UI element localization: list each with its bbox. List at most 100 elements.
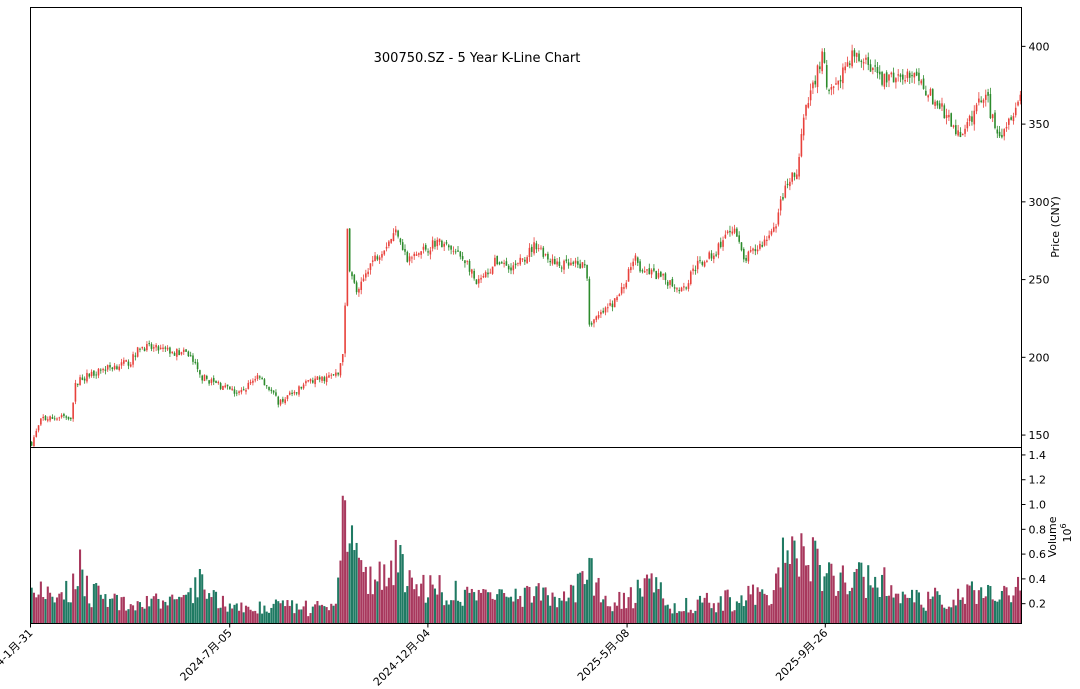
volume-bar (422, 574, 425, 624)
volume-bar (95, 583, 98, 624)
candle (542, 245, 545, 259)
volume-bar (673, 603, 676, 624)
volume-bar (85, 575, 89, 624)
volume-bar (270, 607, 273, 624)
volume-bar (883, 567, 886, 624)
volume-bar (74, 589, 77, 624)
candle (878, 65, 881, 80)
volume-bar (830, 563, 833, 624)
candle (895, 77, 897, 89)
candle (420, 251, 422, 259)
date-tick-label: 2025-5月-08 (575, 626, 632, 683)
volume-tick-label: 0.4 (1029, 573, 1047, 586)
volume-bar (161, 600, 165, 624)
volume-bar (825, 573, 828, 624)
candle (468, 259, 471, 276)
candle (358, 287, 360, 297)
volume-bar (99, 594, 102, 624)
volume-bar (454, 580, 457, 624)
volume-bar (323, 606, 326, 624)
volume-bar (408, 570, 411, 624)
candle (759, 240, 761, 251)
candle (655, 270, 658, 280)
candle (438, 238, 441, 246)
candle (139, 347, 141, 353)
candle (93, 370, 95, 379)
candle (848, 60, 851, 69)
volume-bar (304, 600, 307, 624)
candle (254, 375, 257, 383)
volume-bar (924, 610, 927, 624)
candle (943, 103, 946, 119)
candle (991, 113, 994, 123)
candle (554, 256, 556, 265)
volume-bar (208, 593, 211, 624)
volume-axis-label: Volume (1046, 516, 1059, 557)
volume-bar (332, 605, 335, 624)
volume-bar (51, 596, 54, 624)
candle (595, 315, 598, 323)
volume-bar (390, 560, 393, 624)
candle (40, 418, 42, 427)
volume-bar (572, 585, 575, 624)
volume-bar (890, 585, 893, 624)
candle (779, 196, 782, 216)
volume-bar (749, 594, 752, 624)
candle (171, 351, 174, 355)
candle (79, 374, 81, 386)
candle (88, 373, 91, 379)
volume-bar (466, 586, 469, 624)
candle (155, 343, 157, 352)
volume-bar (781, 537, 785, 624)
volume-bar (180, 597, 183, 624)
price-tick-label: 200 (1029, 351, 1050, 364)
candle (413, 251, 416, 260)
candle (37, 425, 40, 433)
candle (46, 416, 49, 423)
volume-bar (839, 572, 842, 624)
volume-bar (247, 606, 250, 624)
price-tick-label: 300 (1029, 196, 1050, 209)
volume-bar (129, 604, 132, 624)
volume-bar (804, 565, 808, 624)
volume-bar (108, 598, 112, 624)
candle (231, 385, 233, 391)
candle (397, 229, 399, 239)
volume-bar (463, 589, 466, 624)
volume-bar (503, 593, 506, 624)
candle (883, 73, 886, 90)
candle (789, 177, 791, 191)
volume-bar (940, 604, 944, 624)
candle (300, 386, 303, 390)
volume-bar (65, 580, 68, 624)
candle (106, 364, 109, 372)
candle (597, 311, 600, 320)
candle (904, 74, 906, 84)
candle (288, 390, 291, 396)
candle (245, 387, 247, 395)
candle (74, 379, 77, 405)
candle (920, 79, 923, 86)
candle (717, 242, 720, 259)
candle (157, 345, 160, 354)
volume-tick-label: 1.4 (1029, 449, 1047, 462)
volume-bar (811, 537, 814, 624)
candle (252, 378, 254, 386)
volume-bar (537, 583, 540, 624)
candle (205, 374, 208, 381)
candle (634, 253, 637, 266)
candle (120, 358, 123, 369)
volume-bar (118, 610, 121, 624)
volume-bar (429, 575, 432, 624)
volume-bar (917, 592, 920, 624)
volume-bar (627, 597, 630, 624)
volume-tick-label: 1.2 (1029, 474, 1047, 487)
volume-bar (738, 602, 741, 624)
volume-bar (696, 599, 699, 624)
candle (95, 371, 97, 379)
candle (839, 75, 842, 89)
candle (431, 236, 434, 252)
volume-bar (473, 592, 476, 624)
candle (602, 307, 605, 314)
volume-bar (339, 560, 342, 624)
